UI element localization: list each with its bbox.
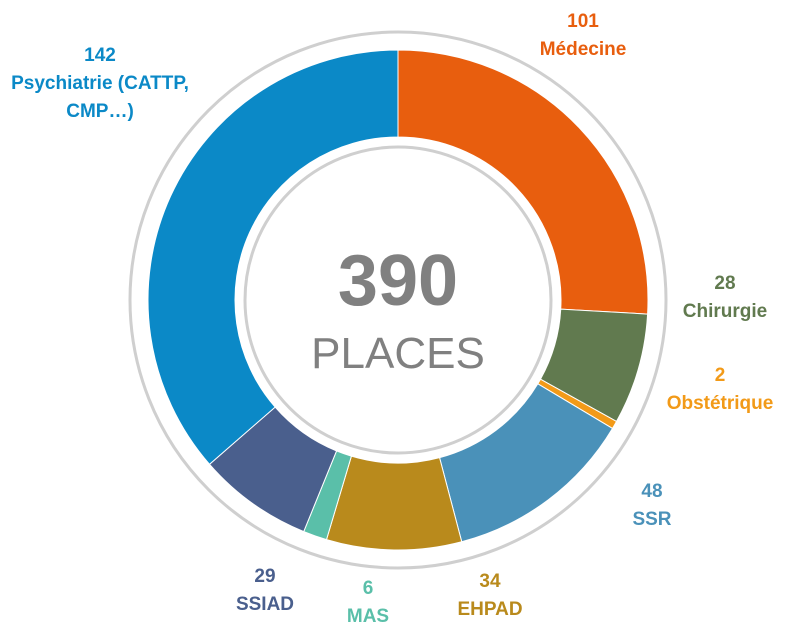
slice-label: 6 MAS [347,575,389,631]
slice-label: 29 SSIAD [236,563,294,619]
center-value: 390 [338,241,458,321]
slice-value: 6 [362,578,374,599]
center-label: PLACES [311,329,485,378]
slice-value: 2 [714,365,726,386]
slice [397,49,649,315]
slice-category: Psychiatrie (CATTP, CMP…) [11,73,189,122]
slice-value: 28 [714,273,736,294]
slice-value: 101 [567,11,599,32]
slice-category: SSR [632,509,672,530]
slice-category: Obstétrique [666,393,774,414]
slice-value: 48 [641,481,663,502]
slice-category: MAS [346,606,390,627]
slice-category: SSIAD [235,594,295,615]
slice-category: Chirurgie [682,301,768,322]
slice-label: 28 Chirurgie [683,270,767,326]
slice-label: 2 Obstétrique [667,362,774,418]
outer-ring [128,30,668,570]
slice-category: EHPAD [457,599,523,620]
slice-label: 101 Médecine [540,8,627,64]
slice-label: 48 SSR [632,478,671,534]
slice-value: 29 [254,566,276,587]
slice-label: 142 Psychiatrie (CATTP, CMP…) [5,42,195,126]
slice-value: 34 [479,571,501,592]
inner-ring [243,145,553,455]
slice-category: Médecine [539,39,627,60]
slice-label: 34 EHPAD [457,568,522,624]
slice-value: 142 [84,45,116,66]
slice [147,49,399,465]
